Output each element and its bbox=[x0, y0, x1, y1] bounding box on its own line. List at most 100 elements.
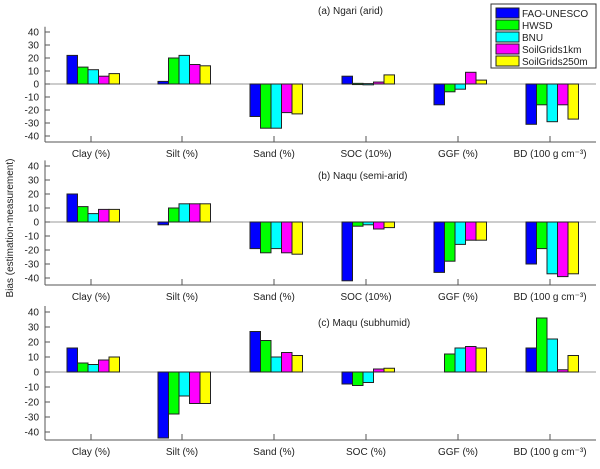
bar-hwsd bbox=[352, 371, 364, 386]
y-tick-label: 20 bbox=[28, 190, 40, 201]
y-tick-label: -30 bbox=[25, 119, 40, 130]
bar-soilgrids1km bbox=[465, 346, 477, 373]
panel-title: (c) Maqu (subhumid) bbox=[318, 318, 410, 329]
bar-bnu bbox=[87, 364, 99, 373]
bar-fao-unesco bbox=[66, 54, 78, 85]
x-tick-label: Clay (%) bbox=[72, 292, 110, 303]
bar-fao-unesco bbox=[157, 221, 169, 226]
bar-hwsd bbox=[536, 83, 548, 106]
bar-bnu bbox=[362, 83, 374, 86]
bar-soilgrids250m bbox=[199, 203, 211, 223]
bar-bnu bbox=[362, 221, 374, 226]
bar-soilgrids1km bbox=[189, 64, 201, 85]
bar-hwsd bbox=[168, 207, 180, 223]
legend-label: HWSD bbox=[522, 21, 553, 32]
y-tick-label: 10 bbox=[28, 67, 40, 78]
bar-fao-unesco bbox=[341, 221, 353, 282]
y-tick-label: 10 bbox=[28, 353, 40, 364]
bar-fao-unesco bbox=[341, 371, 353, 385]
x-tick-label: BD (100 g cm⁻³) bbox=[513, 149, 586, 160]
legend-swatch bbox=[495, 43, 520, 55]
bar-hwsd bbox=[536, 317, 548, 373]
bar-soilgrids1km bbox=[189, 371, 201, 404]
y-tick-label: -40 bbox=[25, 132, 40, 143]
bar-soilgrids1km bbox=[281, 352, 293, 373]
y-tick-label: 40 bbox=[28, 162, 40, 173]
bar-soilgrids1km bbox=[98, 75, 110, 85]
bar-fao-unesco bbox=[157, 371, 169, 439]
y-tick-label: 30 bbox=[28, 41, 40, 52]
x-tick-label: GGF (%) bbox=[438, 149, 478, 160]
bar-soilgrids1km bbox=[98, 208, 110, 223]
legend-label: SoilGrids250m bbox=[522, 57, 588, 68]
bar-fao-unesco bbox=[249, 221, 261, 250]
bar-soilgrids250m bbox=[291, 83, 303, 115]
bar-fao-unesco bbox=[157, 80, 169, 85]
x-tick-label: BD (100 g cm⁻³) bbox=[513, 447, 586, 458]
bar-soilgrids1km bbox=[373, 221, 385, 230]
y-tick-label: -40 bbox=[25, 428, 40, 439]
bar-soilgrids250m bbox=[475, 79, 487, 85]
bar-fao-unesco bbox=[433, 83, 445, 106]
bar-bnu bbox=[546, 83, 558, 123]
bar-bnu bbox=[270, 221, 282, 250]
x-tick-label: Clay (%) bbox=[72, 447, 110, 458]
bar-soilgrids1km bbox=[373, 368, 385, 373]
bar-soilgrids250m bbox=[291, 355, 303, 373]
bar-bnu bbox=[454, 347, 466, 373]
y-tick-label: -10 bbox=[25, 93, 40, 104]
legend-swatch bbox=[495, 7, 520, 19]
y-tick-label: 20 bbox=[28, 54, 40, 65]
legend-label: BNU bbox=[522, 33, 543, 44]
bar-hwsd bbox=[260, 83, 272, 129]
bar-fao-unesco bbox=[525, 347, 537, 373]
panel-title: (a) Ngari (arid) bbox=[318, 6, 383, 17]
bar-soilgrids250m bbox=[108, 356, 120, 373]
bar-fao-unesco bbox=[525, 221, 537, 265]
x-tick-label: Silt (%) bbox=[166, 292, 198, 303]
legend-swatch bbox=[495, 55, 520, 67]
y-tick-label: -10 bbox=[25, 232, 40, 243]
y-tick-label: 30 bbox=[28, 323, 40, 334]
x-tick-label: Silt (%) bbox=[166, 149, 198, 160]
bar-hwsd bbox=[77, 206, 89, 223]
bar-soilgrids250m bbox=[383, 221, 395, 229]
bar-hwsd bbox=[444, 221, 456, 262]
bar-fao-unesco bbox=[66, 193, 78, 223]
bar-hwsd bbox=[77, 66, 89, 85]
bar-soilgrids1km bbox=[281, 83, 293, 114]
x-tick-label: Sand (%) bbox=[253, 292, 295, 303]
y-tick-label: -20 bbox=[25, 246, 40, 257]
bar-hwsd bbox=[260, 340, 272, 373]
y-tick-label: 10 bbox=[28, 204, 40, 215]
bar-soilgrids250m bbox=[108, 73, 120, 85]
y-tick-label: -30 bbox=[25, 260, 40, 271]
x-tick-label: GGF (%) bbox=[438, 447, 478, 458]
bar-soilgrids250m bbox=[475, 221, 487, 241]
x-tick-label: SOC (10%) bbox=[340, 292, 391, 303]
panel-2: (c) Maqu (subhumid) 40 30 20 10 0 -10 -20 -30 -40… bbox=[25, 306, 596, 458]
bar-bnu bbox=[362, 371, 374, 383]
y-axis-label: Bias (estimation-measurement) bbox=[5, 159, 16, 298]
bar-bnu bbox=[270, 356, 282, 373]
y-tick-label: 30 bbox=[28, 176, 40, 187]
bar-hwsd bbox=[260, 221, 272, 254]
bar-bnu bbox=[178, 54, 190, 85]
y-tick-label: -40 bbox=[25, 274, 40, 285]
x-tick-label: Silt (%) bbox=[166, 447, 198, 458]
bar-soilgrids1km bbox=[281, 221, 293, 254]
bar-bnu bbox=[87, 213, 99, 223]
y-tick-label: -30 bbox=[25, 413, 40, 424]
y-tick-label: 40 bbox=[28, 308, 40, 319]
y-tick-label: 0 bbox=[33, 368, 39, 379]
bar-fao-unesco bbox=[341, 75, 353, 85]
bar-soilgrids250m bbox=[199, 371, 211, 404]
bar-soilgrids1km bbox=[189, 203, 201, 223]
y-tick-label: 0 bbox=[33, 80, 39, 91]
y-tick-label: -20 bbox=[25, 398, 40, 409]
x-tick-label: GGF (%) bbox=[438, 292, 478, 303]
bar-fao-unesco bbox=[249, 83, 261, 117]
panel-0: (a) Ngari (arid) 40 30 20 10 0 -10 -20 -30 -40 Cla… bbox=[25, 6, 596, 160]
bar-soilgrids250m bbox=[199, 65, 211, 85]
